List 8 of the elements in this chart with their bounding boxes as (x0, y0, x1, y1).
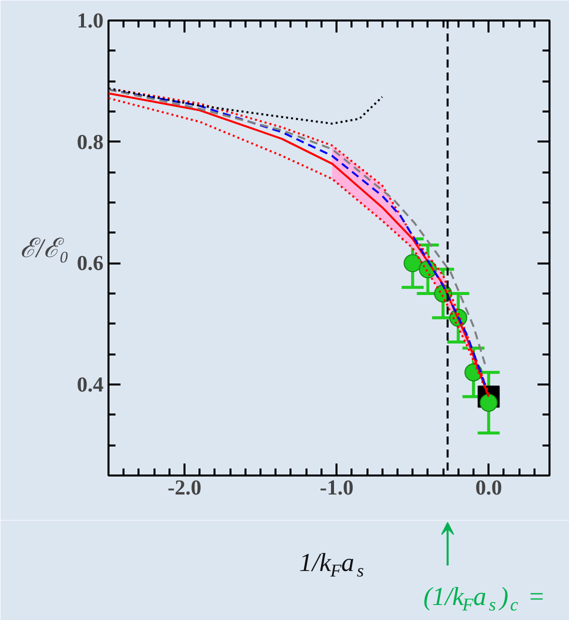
x-tick-label: 0.0 (475, 476, 502, 500)
x-tick-label: -2.0 (168, 476, 202, 500)
y-tick-label: 0.4 (76, 372, 104, 396)
y-axis-title: ℰ/ℰ₀ (20, 233, 69, 263)
y-tick-label: 1.0 (76, 8, 104, 32)
y-tick-label: 0.8 (76, 130, 104, 154)
y-tick-label: 0.6 (76, 251, 104, 276)
x-tick-label: -1.0 (320, 476, 354, 500)
